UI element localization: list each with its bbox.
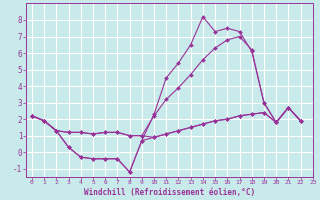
X-axis label: Windchill (Refroidissement éolien,°C): Windchill (Refroidissement éolien,°C) bbox=[84, 188, 255, 197]
